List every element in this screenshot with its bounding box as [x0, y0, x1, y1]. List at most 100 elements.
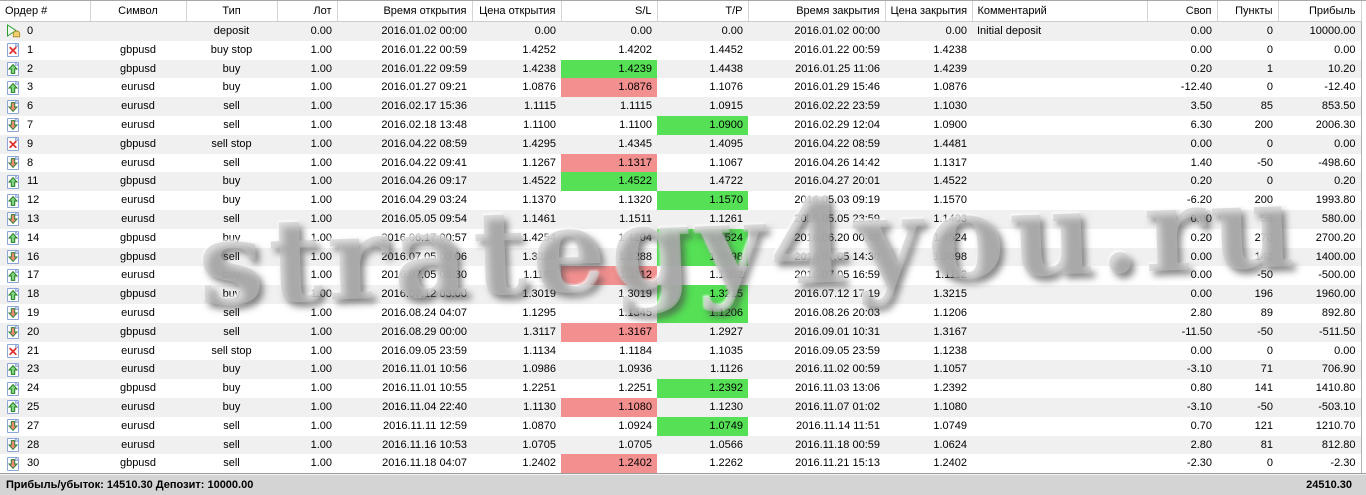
cell-type: sell [223, 457, 240, 470]
cell-open_time: 2016.07.05 08:06 [337, 247, 472, 267]
column-header-open_time[interactable]: Время открытия [337, 1, 473, 22]
buy-order-icon [7, 399, 20, 415]
cell-type: buy [222, 269, 241, 282]
cell-open_time: 2016.11.04 22:40 [337, 397, 472, 417]
column-header-profit[interactable]: Прибыль [1278, 1, 1362, 22]
cell-sl: 1.1317 [561, 153, 657, 173]
cell-profit: 1400.00 [1278, 247, 1361, 267]
cell-order: 3 [0, 78, 90, 97]
history-row-30[interactable]: 30 gbpusd sell 1.00 2016.11.18 04:07 1.2402 1.… [0, 454, 1361, 474]
history-row-18[interactable]: 18 gbpusd buy 1.00 2016.07.12 03:00 1.3019 1.3… [0, 285, 1361, 304]
cell-tp: 1.1126 [657, 360, 748, 380]
cell-open_time: 2016.11.01 10:55 [382, 382, 467, 395]
cell-lot: 1.00 [277, 397, 337, 417]
column-header-lot[interactable]: Лот [277, 1, 338, 22]
history-row-23[interactable]: 23 eurusd buy 1.00 2016.11.01 10:56 1.0986 1.0… [0, 360, 1361, 380]
cell-close_time: 2016.01.22 00:59 [794, 43, 880, 56]
cell-lot: 1.00 [310, 156, 332, 169]
history-row-6[interactable]: 6 eurusd sell 1.00 2016.02.17 15:36 1.1115 1.1… [0, 97, 1361, 116]
column-header-comment[interactable]: Комментарий [972, 1, 1148, 22]
cell-swap: 0.00 [1147, 247, 1217, 267]
history-row-8[interactable]: 8 eurusd sell 1.00 2016.04.22 09:41 1.1267 1.1… [0, 153, 1361, 173]
cell-symbol: eurusd [121, 118, 155, 131]
column-header-tp[interactable]: T/P [657, 1, 749, 22]
cell-type: buy [186, 397, 277, 417]
history-row-24[interactable]: 24 gbpusd buy 1.00 2016.11.01 10:55 1.2251 1.2… [0, 379, 1361, 398]
cell-close_time: 2016.05.05 23:59 [748, 209, 885, 229]
order-number: 18 [27, 288, 40, 301]
cell-open_time: 2016.01.02 00:00 [337, 21, 472, 41]
history-row-20[interactable]: 20 gbpusd sell 1.00 2016.08.29 00:00 1.3117 1.… [0, 322, 1361, 342]
cell-symbol: eurusd [121, 306, 155, 319]
history-row-16[interactable]: 16 gbpusd sell 1.00 2016.07.05 08:06 1.3238 1.… [0, 247, 1361, 267]
sell-order-icon [7, 305, 20, 321]
cell-open_time: 2016.11.18 04:07 [382, 457, 467, 470]
history-row-12[interactable]: 12 eurusd buy 1.00 2016.04.29 03:24 1.1370 1.1… [0, 191, 1361, 210]
cell-symbol: gbpusd [119, 457, 157, 470]
cell-lot: 1.00 [310, 269, 332, 282]
cell-swap: 2.80 [1190, 306, 1212, 319]
history-row-25[interactable]: 25 eurusd buy 1.00 2016.11.04 22:40 1.1130 1.1… [0, 397, 1361, 417]
history-row-2[interactable]: 2 gbpusd buy 1.00 2016.01.22 09:59 1.4238 1.42… [0, 59, 1361, 79]
cell-profit: 1210.70 [1315, 419, 1356, 432]
cell-order: 2 [0, 59, 90, 79]
cell-close_price: 1.0749 [933, 419, 967, 432]
cell-close_time: 2016.02.29 12:04 [794, 118, 880, 131]
cancelled-order-icon [7, 42, 20, 58]
history-row-28[interactable]: 28 eurusd sell 1.00 2016.11.16 10:53 1.0705 1.… [0, 435, 1361, 455]
cell-symbol: eurusd [121, 344, 155, 357]
cell-close_time: 2016.01.29 15:46 [794, 81, 880, 94]
cell-symbol: eurusd [121, 269, 155, 282]
history-row-9[interactable]: 9 gbpusd sell stop 1.00 2016.04.22 08:59 1.42… [0, 134, 1361, 154]
column-header-close_price[interactable]: Цена закрытия [885, 1, 973, 22]
column-header-points[interactable]: Пункты [1217, 1, 1279, 22]
cell-comment [972, 209, 1147, 229]
column-header-open_price[interactable]: Цена открытия [472, 1, 562, 22]
cell-comment [972, 397, 1147, 417]
cell-profit: 853.50 [1278, 97, 1361, 116]
cell-open_price: 1.1461 [472, 209, 561, 229]
cell-order: 11 [0, 172, 90, 192]
history-row-3[interactable]: 3 eurusd buy 1.00 2016.01.27 09:21 1.0876 1.08… [0, 78, 1361, 98]
cell-open_price: 1.1295 [522, 306, 556, 319]
cell-sl: 1.0936 [561, 360, 657, 380]
cell-order: 23 [0, 360, 90, 380]
cell-sl: 1.1100 [619, 118, 652, 131]
column-header-swap[interactable]: Своп [1147, 1, 1218, 22]
cell-close_price: 1.1317 [933, 156, 967, 169]
cell-swap: -3.10 [1147, 397, 1217, 417]
cell-points: 200 [1254, 194, 1273, 207]
cell-close_price: 1.4238 [933, 43, 967, 56]
order-number: 12 [27, 194, 40, 207]
cell-open_price: 0.00 [472, 21, 561, 41]
cell-tp: 1.1206 [657, 303, 748, 323]
history-row-0[interactable]: 0 deposit 0.00 2016.01.02 00:00 0.00 0.00 0.00… [0, 21, 1361, 41]
column-header-type[interactable]: Тип [186, 1, 278, 22]
cell-swap: 0.00 [1190, 269, 1212, 282]
cell-open_price: 1.4238 [472, 59, 561, 79]
history-row-19[interactable]: 19 eurusd sell 1.00 2016.08.24 04:07 1.1295 1.… [0, 303, 1361, 323]
cell-close_price: 1.0900 [933, 118, 967, 131]
cell-profit: -511.50 [1278, 322, 1361, 342]
history-row-27[interactable]: 27 eurusd sell 1.00 2016.11.11 12:59 1.0870 1.… [0, 416, 1361, 436]
cell-symbol: eurusd [90, 209, 186, 229]
column-header-symbol[interactable]: Символ [90, 1, 187, 22]
history-row-17[interactable]: 17 eurusd buy 1.00 2016.07.05 09:30 1.1162 1.1… [0, 266, 1361, 286]
cell-open_price: 1.3117 [472, 322, 561, 342]
history-row-21[interactable]: 21 eurusd sell stop 1.00 2016.09.05 23:59 1.1… [0, 342, 1361, 361]
column-header-order[interactable]: Ордер # [0, 1, 91, 22]
history-row-11[interactable]: 11 gbpusd buy 1.00 2016.04.26 09:17 1.4522 1.4… [0, 172, 1361, 192]
column-header-close_time[interactable]: Время закрытия [748, 1, 886, 22]
history-row-14[interactable]: 14 gbpusd buy 1.00 2016.06.17 00:57 1.4254 1.4… [0, 228, 1361, 248]
column-header-sl[interactable]: S/L [561, 1, 658, 22]
cell-swap: 0.00 [1147, 21, 1217, 41]
history-row-7[interactable]: 7 eurusd sell 1.00 2016.02.18 13:48 1.1100 1.1… [0, 115, 1361, 135]
cell-open_price: 1.4295 [472, 134, 561, 154]
cell-order: 9 [0, 134, 90, 154]
history-row-13[interactable]: 13 eurusd sell 1.00 2016.05.05 09:54 1.1461 1.… [0, 209, 1361, 229]
cell-type: sell [223, 306, 240, 319]
history-row-1[interactable]: 1 gbpusd buy stop 1.00 2016.01.22 00:59 1.425… [0, 41, 1361, 60]
cell-open_time: 2016.11.01 10:56 [337, 360, 472, 380]
cell-symbol: gbpusd [90, 59, 186, 79]
cell-close_time: 2016.04.26 14:42 [794, 156, 880, 169]
